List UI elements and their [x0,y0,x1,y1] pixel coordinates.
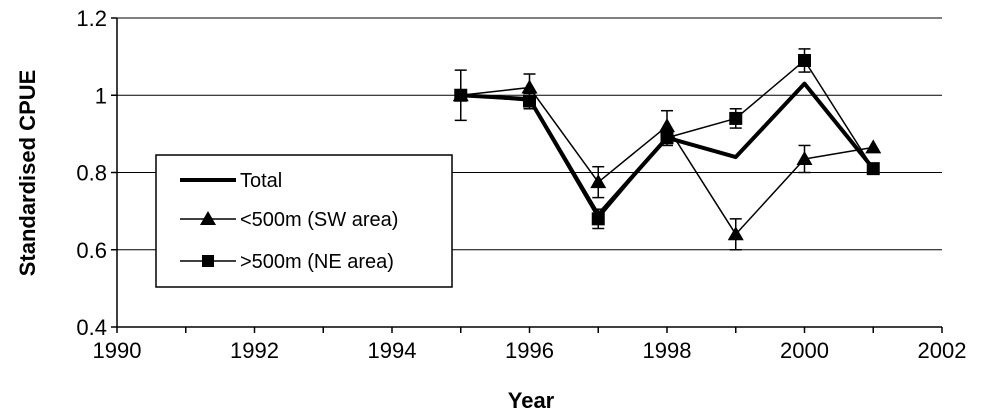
square-marker-4 [729,112,742,125]
y-tick-label-4: 1.2 [76,6,107,31]
triangle-marker-2 [590,174,606,188]
square-marker-1 [523,95,536,108]
y-tick-label-3: 1 [95,83,107,108]
y-axis-title: Standardised CPUE [15,70,40,277]
x-axis-title: Year [508,388,555,413]
x-tick-label-1: 1992 [230,338,279,363]
x-tick-label-0: 1990 [93,338,142,363]
series-line-0 [461,84,874,215]
square-marker-2 [592,212,605,225]
y-tick-label-2: 0.8 [76,161,107,186]
x-tick-label-2: 1994 [368,338,417,363]
legend-square-marker [202,255,214,267]
triangle-marker-1 [522,80,538,94]
triangle-marker-6 [865,139,881,153]
legend: Total <500m (SW area) >500m (NE area) [156,155,452,287]
x-tick-label-5: 2000 [780,338,829,363]
legend-label-deep: >500m (NE area) [240,251,394,273]
x-tick-label-6: 2002 [918,338,967,363]
square-marker-6 [867,162,880,175]
x-tick-label-4: 1998 [643,338,692,363]
square-marker-5 [798,54,811,67]
y-tick-label-1: 0.6 [76,238,107,263]
square-marker-3 [661,131,674,144]
y-tick-label-0: 0.4 [76,315,107,340]
x-tick-label-3: 1996 [505,338,554,363]
square-marker-0 [454,89,467,102]
plot-area [453,49,882,250]
legend-label-shallow: <500m (SW area) [240,209,398,231]
legend-label-total: Total [240,170,282,192]
series-line-1 [461,88,874,235]
